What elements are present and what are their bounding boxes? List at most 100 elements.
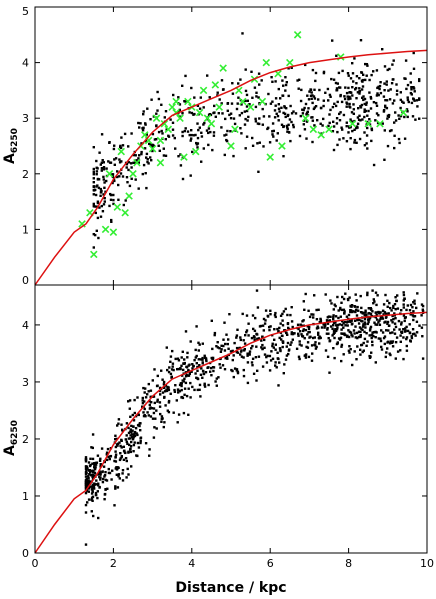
data-point	[405, 337, 408, 341]
data-point	[276, 327, 279, 331]
data-point	[290, 320, 294, 323]
data-point	[112, 193, 115, 197]
data-point	[190, 111, 194, 115]
data-point	[141, 399, 144, 402]
data-point	[117, 422, 120, 425]
x-tick-label: 4	[188, 557, 195, 570]
data-point	[114, 438, 117, 441]
data-point	[402, 314, 406, 317]
data-point	[308, 315, 312, 319]
data-point	[93, 468, 97, 471]
data-point	[307, 327, 311, 331]
data-point	[350, 304, 354, 307]
data-point	[359, 348, 362, 351]
data-point	[392, 59, 395, 62]
data-point	[110, 173, 114, 176]
data-point	[242, 374, 246, 378]
data-point	[96, 201, 100, 205]
data-point	[335, 328, 339, 331]
data-point	[396, 307, 400, 310]
data-point	[347, 349, 351, 352]
data-point	[245, 331, 248, 334]
data-point	[187, 387, 190, 390]
data-point	[287, 113, 290, 117]
bottom-points-layer	[84, 289, 425, 546]
data-point	[88, 473, 91, 476]
data-point	[124, 457, 128, 460]
data-point	[153, 426, 156, 429]
data-point	[338, 86, 341, 89]
data-point	[251, 344, 254, 348]
data-point	[181, 84, 184, 87]
data-point	[119, 457, 122, 460]
data-point	[155, 409, 158, 412]
cross-marker	[180, 153, 188, 161]
data-point	[145, 186, 148, 190]
cross-marker	[195, 108, 204, 117]
data-point	[86, 467, 89, 470]
data-point	[301, 335, 305, 338]
data-point	[167, 370, 171, 374]
data-point	[331, 334, 334, 337]
data-point	[261, 123, 264, 126]
data-point	[276, 357, 279, 360]
data-point	[366, 126, 369, 130]
data-point	[197, 349, 200, 352]
cross-marker	[301, 114, 310, 122]
data-point	[352, 80, 355, 83]
data-point	[155, 112, 158, 115]
data-point	[180, 388, 183, 392]
data-point	[278, 361, 281, 364]
data-point	[389, 331, 392, 335]
data-point	[349, 91, 352, 94]
data-point	[171, 349, 174, 353]
data-point	[182, 368, 185, 372]
data-point	[335, 54, 338, 57]
data-point	[348, 95, 351, 99]
data-point	[377, 114, 380, 117]
data-point	[311, 68, 315, 72]
data-point	[362, 98, 365, 102]
data-point	[395, 89, 399, 92]
data-point	[379, 91, 383, 95]
data-point	[84, 467, 88, 471]
data-point	[169, 360, 172, 363]
data-point	[132, 153, 135, 157]
data-point	[411, 328, 415, 331]
data-point	[352, 103, 355, 106]
data-point	[144, 172, 147, 175]
cross-marker	[266, 153, 274, 161]
cross-marker	[219, 64, 227, 72]
data-point	[298, 134, 302, 138]
data-point	[139, 437, 142, 440]
data-point	[338, 138, 341, 141]
data-point	[412, 86, 415, 89]
data-point	[148, 142, 151, 146]
data-point	[215, 384, 218, 387]
data-point	[294, 112, 298, 115]
data-point	[147, 414, 150, 417]
data-point	[355, 141, 358, 144]
data-point	[274, 361, 277, 364]
data-point	[343, 320, 347, 324]
data-point	[174, 384, 177, 387]
data-point	[406, 115, 409, 119]
data-point	[384, 99, 387, 102]
data-point	[239, 353, 242, 356]
data-point	[363, 115, 366, 119]
data-point	[375, 112, 379, 115]
cross-marker	[399, 108, 408, 117]
cross-marker	[199, 86, 208, 95]
data-point	[356, 126, 359, 129]
data-point	[156, 398, 159, 401]
data-point	[163, 116, 166, 119]
data-point	[364, 313, 368, 317]
data-point	[354, 325, 357, 328]
data-point	[390, 319, 393, 322]
data-point	[148, 454, 151, 457]
cross-marker	[211, 81, 220, 89]
data-point	[409, 91, 413, 95]
data-point	[98, 470, 101, 473]
data-point	[400, 309, 403, 312]
data-point	[282, 310, 286, 313]
